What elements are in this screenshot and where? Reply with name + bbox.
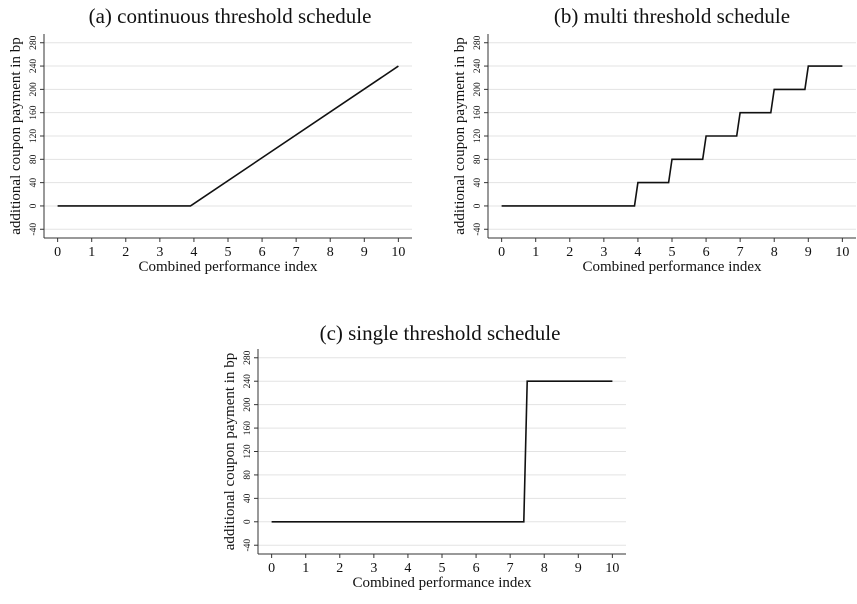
x-tick-label: 9 [361, 245, 368, 260]
x-tick-label: 3 [370, 561, 377, 576]
x-tick-label: 4 [190, 245, 197, 260]
series-line [57, 65, 399, 207]
y-tick-label: 240 [473, 59, 483, 74]
x-tick-label: 8 [541, 561, 548, 576]
series-line [271, 380, 613, 523]
chart-panel-3: (c) single threshold schedule-4004080120… [222, 321, 626, 591]
x-tick-label: 3 [600, 245, 607, 260]
x-tick-label: 3 [156, 245, 163, 260]
y-tick-label: 40 [29, 178, 39, 188]
x-tick-label: 1 [88, 245, 95, 260]
series-line [501, 65, 843, 207]
y-tick-label: 80 [243, 470, 253, 480]
y-tick-label: 40 [473, 178, 483, 188]
x-tick-label: 9 [575, 561, 582, 576]
y-axis-label: additional coupon payment in bp [8, 37, 24, 234]
x-tick-label: 9 [805, 245, 812, 260]
y-tick-label: 80 [29, 154, 39, 164]
x-tick-label: 2 [566, 245, 573, 260]
y-tick-label: -40 [243, 539, 253, 552]
y-tick-label: 280 [29, 35, 39, 50]
y-tick-label: 0 [473, 203, 483, 208]
y-tick-label: 200 [243, 397, 253, 412]
x-tick-label: 2 [122, 245, 129, 260]
x-tick-label: 7 [737, 245, 744, 260]
y-tick-label: 120 [473, 129, 483, 144]
y-tick-label: -40 [29, 223, 39, 236]
x-tick-label: 10 [835, 245, 849, 260]
chart-title: (c) single threshold schedule [320, 321, 561, 345]
y-tick-label: 160 [243, 421, 253, 436]
y-tick-label: 40 [243, 493, 253, 503]
x-tick-label: 5 [225, 245, 232, 260]
chart-title: (b) multi threshold schedule [554, 4, 790, 28]
y-tick-label: 120 [243, 444, 253, 459]
x-tick-label: 0 [498, 245, 505, 260]
x-tick-label: 1 [302, 561, 309, 576]
y-tick-label: 240 [243, 374, 253, 389]
x-tick-label: 4 [404, 561, 411, 576]
y-tick-label: 0 [243, 519, 253, 524]
y-tick-label: 80 [473, 154, 483, 164]
y-tick-label: 200 [473, 82, 483, 97]
x-tick-label: 1 [532, 245, 539, 260]
y-tick-label: -40 [473, 223, 483, 236]
x-axis-label: Combined performance index [352, 575, 532, 591]
y-tick-label: 160 [29, 105, 39, 120]
x-tick-label: 7 [293, 245, 300, 260]
x-tick-label: 10 [605, 561, 619, 576]
x-tick-label: 2 [336, 561, 343, 576]
y-tick-label: 280 [473, 35, 483, 50]
y-tick-label: 160 [473, 105, 483, 120]
chart-panel-2: (b) multi threshold schedule-40040801201… [452, 4, 856, 275]
x-tick-label: 6 [473, 561, 480, 576]
x-tick-label: 0 [54, 245, 61, 260]
x-tick-label: 8 [327, 245, 334, 260]
chart-panel-1: (a) continuous threshold schedule-400408… [8, 4, 412, 275]
y-axis-label: additional coupon payment in bp [222, 353, 238, 550]
x-tick-label: 10 [391, 245, 405, 260]
y-tick-label: 280 [243, 350, 253, 365]
y-tick-label: 240 [29, 59, 39, 74]
x-tick-label: 6 [259, 245, 266, 260]
x-tick-label: 7 [507, 561, 514, 576]
x-tick-label: 0 [268, 561, 275, 576]
x-tick-label: 4 [634, 245, 641, 260]
x-tick-label: 8 [771, 245, 778, 260]
x-tick-label: 5 [439, 561, 446, 576]
y-tick-label: 200 [29, 82, 39, 97]
x-tick-label: 5 [669, 245, 676, 260]
y-tick-label: 120 [29, 129, 39, 144]
chart-title: (a) continuous threshold schedule [89, 4, 372, 28]
y-axis-label: additional coupon payment in bp [452, 37, 468, 234]
x-axis-label: Combined performance index [138, 259, 318, 275]
y-tick-label: 0 [29, 203, 39, 208]
x-tick-label: 6 [703, 245, 710, 260]
x-axis-label: Combined performance index [582, 259, 762, 275]
